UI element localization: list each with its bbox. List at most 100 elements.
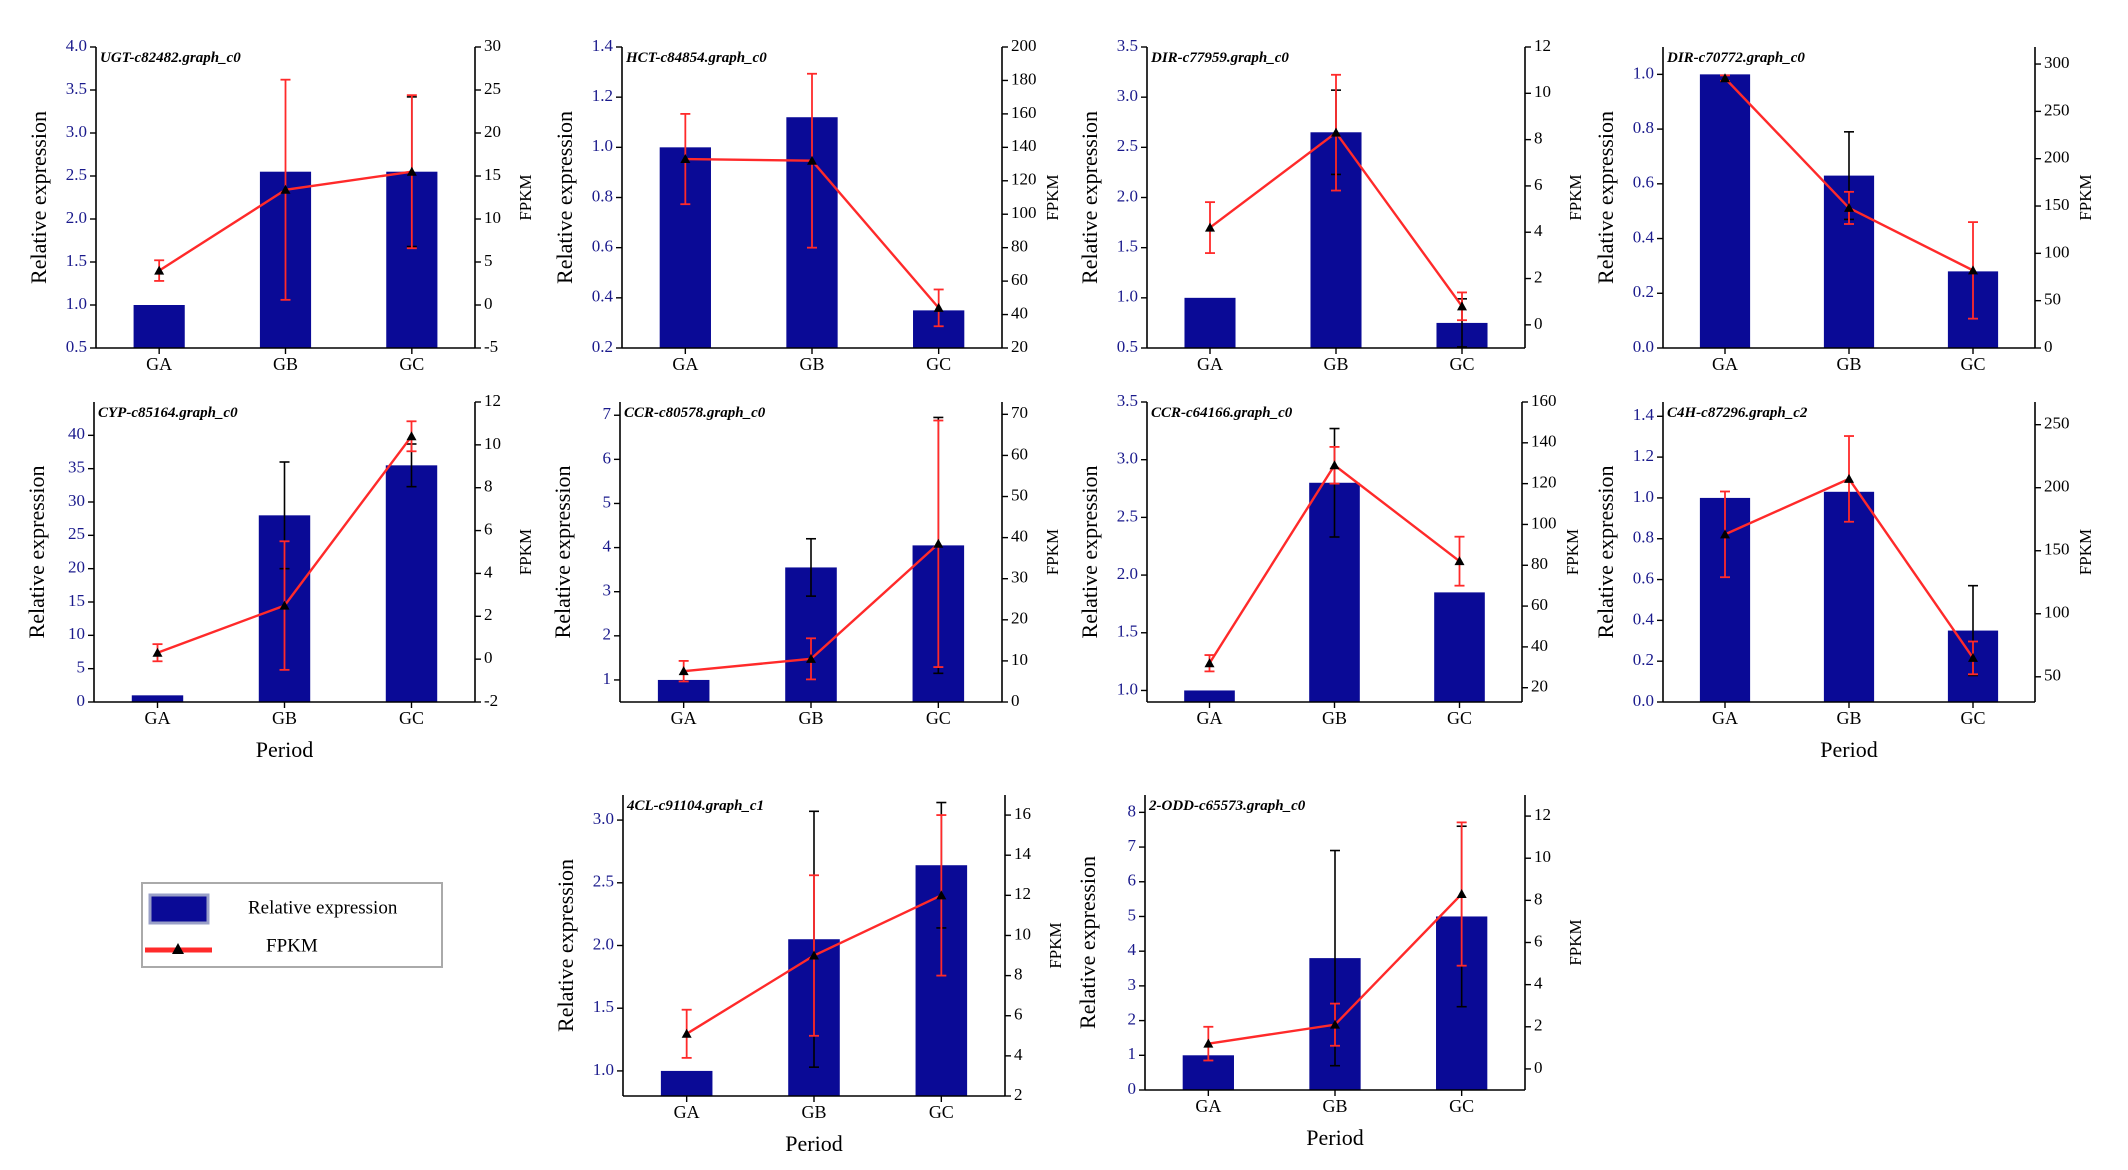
y-tick-label-right: 12 — [1014, 884, 1031, 903]
y-tick-label-left: 0.6 — [1633, 568, 1654, 587]
y-tick-label-right: 6 — [1534, 931, 1543, 950]
y-tick-label-right: 12 — [1534, 805, 1551, 824]
chart-title: DIR-c70772.graph_c0 — [1666, 50, 1805, 66]
y-tick-label-left: 5 — [603, 492, 612, 511]
y-tick-label-right: 80 — [1531, 554, 1548, 573]
x-tick-label-GB: GB — [1322, 708, 1347, 728]
y-tick-label-right: 150 — [2044, 540, 2070, 559]
fpkm-point-GB — [1330, 1019, 1340, 1029]
y-tick-label-right: 300 — [2044, 53, 2070, 72]
chart-panel-9: 1.0 1.5 2.0 2.5 3.0 2 4 6 8 10 12 14 16 GA GB GC 4CL-c91… — [553, 795, 1065, 1156]
y-tick-label-right: 200 — [2044, 148, 2070, 167]
chart-panel-2: 0.2 0.4 0.6 0.8 1.0 1.2 1.4 20 40 60 80 100 120 140 16… — [552, 36, 1062, 374]
y-tick-label-left: 1.2 — [592, 86, 613, 105]
y-tick-label-left: 3 — [1128, 975, 1137, 994]
y-tick-label-left: 1.0 — [66, 294, 87, 313]
chart-title: CYP-c85164.graph_c0 — [98, 405, 238, 421]
fpkm-point-GC — [406, 431, 417, 441]
y-tick-label-right: 80 — [1011, 237, 1028, 256]
fpkm-point-GC — [1454, 556, 1465, 566]
y-axis-label-left: Relative expression — [1075, 856, 1100, 1029]
y-tick-label-left: 4 — [1128, 940, 1137, 959]
y-tick-label-right: 0 — [1534, 1058, 1543, 1077]
y-tick-label-left: 6 — [1128, 871, 1137, 890]
x-tick-label-GB: GB — [272, 708, 297, 728]
x-tick-label-GC: GC — [926, 354, 951, 374]
y-tick-label-left: 1.2 — [1633, 446, 1654, 465]
y-tick-label-right: 150 — [2044, 195, 2070, 214]
x-tick-label-GC: GC — [1447, 708, 1472, 728]
y-tick-label-right: 40 — [1531, 636, 1548, 655]
y-tick-label-right: -2 — [484, 691, 498, 710]
x-tick-label-GB: GB — [798, 708, 823, 728]
y-tick-label-left: 1 — [1128, 1044, 1137, 1063]
x-axis-label: Period — [785, 1131, 842, 1156]
chart-title: CCR-c80578.graph_c0 — [624, 405, 766, 421]
legend-bar-label: Relative expression — [248, 897, 398, 918]
bar-GA — [1699, 74, 1751, 348]
y-tick-label-right: 0 — [1534, 314, 1543, 333]
y-tick-label-left: 3.5 — [1117, 391, 1138, 410]
y-tick-label-right: 50 — [2044, 290, 2061, 309]
y-tick-label-right: 20 — [1011, 337, 1028, 356]
y-tick-label-left: 2.0 — [66, 208, 87, 227]
y-axis-label-left: Relative expression — [1593, 466, 1618, 639]
fpkm-point-GA — [678, 666, 689, 676]
y-tick-label-right: 120 — [1011, 170, 1037, 189]
y-tick-label-right: 12 — [484, 391, 501, 410]
y-tick-label-right: 40 — [1011, 527, 1028, 546]
x-tick-label-GB: GB — [1323, 354, 1348, 374]
y-tick-label-right: 10 — [484, 434, 501, 453]
y-tick-label-left: 0.0 — [1633, 337, 1654, 356]
y-tick-label-left: 35 — [68, 458, 85, 477]
y-tick-label-right: 15 — [484, 165, 501, 184]
y-tick-label-right: 100 — [2044, 242, 2070, 261]
bar-GC — [385, 465, 438, 702]
y-tick-label-right: 250 — [2044, 414, 2070, 433]
x-tick-label-GC: GC — [399, 708, 424, 728]
y-tick-label-left: 1.5 — [66, 251, 87, 270]
chart-panels: 0.51.01.52.02.53.03.54.0-5051015202530GA… — [24, 36, 2095, 1156]
y-tick-label-right: 60 — [1011, 444, 1028, 463]
fpkm-point-GC — [1968, 265, 1978, 275]
y-tick-label-right: 20 — [1531, 677, 1548, 696]
x-tick-label-GB: GB — [1836, 708, 1861, 728]
y-axis-label-left: Relative expression — [550, 466, 575, 639]
bar-GA — [660, 1070, 713, 1096]
y-axis-label-right: FPKM — [1566, 919, 1585, 965]
y-tick-label-left: 1.0 — [593, 1060, 614, 1079]
x-tick-label-GB: GB — [1836, 354, 1861, 374]
y-tick-label-left: 30 — [68, 491, 85, 510]
x-tick-label-GA: GA — [1712, 354, 1738, 374]
y-tick-label-right: 50 — [1011, 485, 1028, 504]
x-tick-label-GA: GA — [145, 708, 171, 728]
y-tick-label-right: 10 — [1534, 82, 1551, 101]
y-tick-label-left: 3.0 — [1117, 86, 1138, 105]
y-tick-label-right: 2 — [1014, 1085, 1023, 1104]
legend-line-marker — [172, 943, 184, 954]
y-tick-label-right: 10 — [484, 208, 501, 227]
y-tick-label-right: 8 — [1014, 965, 1023, 984]
fpkm-point-GB — [1844, 473, 1854, 483]
bar-GA — [133, 305, 185, 348]
y-tick-label-left: 3.5 — [66, 79, 87, 98]
fpkm-point-GA — [1720, 529, 1730, 539]
x-tick-label-GB: GB — [273, 354, 298, 374]
bar-GA — [657, 679, 710, 702]
y-tick-label-left: 3.0 — [593, 809, 614, 828]
y-tick-label-left: 0.5 — [1117, 337, 1138, 356]
chart-title: CCR-c64166.graph_c0 — [1151, 405, 1293, 421]
y-tick-label-right: 140 — [1531, 432, 1557, 451]
fpkm-point-GC — [933, 302, 944, 312]
fpkm-point-GB — [1329, 460, 1340, 470]
fpkm-point-GA — [1203, 1038, 1214, 1048]
bar-GC — [1434, 592, 1485, 702]
y-tick-label-right: 0 — [484, 294, 493, 313]
y-tick-label-left: 0.4 — [592, 287, 614, 306]
y-tick-label-left: 1.5 — [1117, 622, 1138, 641]
y-tick-label-left: 4 — [603, 536, 612, 555]
y-tick-label-right: 40 — [1011, 303, 1028, 322]
x-axis-label: Period — [1306, 1125, 1363, 1150]
y-tick-label-right: 10 — [1014, 924, 1031, 943]
